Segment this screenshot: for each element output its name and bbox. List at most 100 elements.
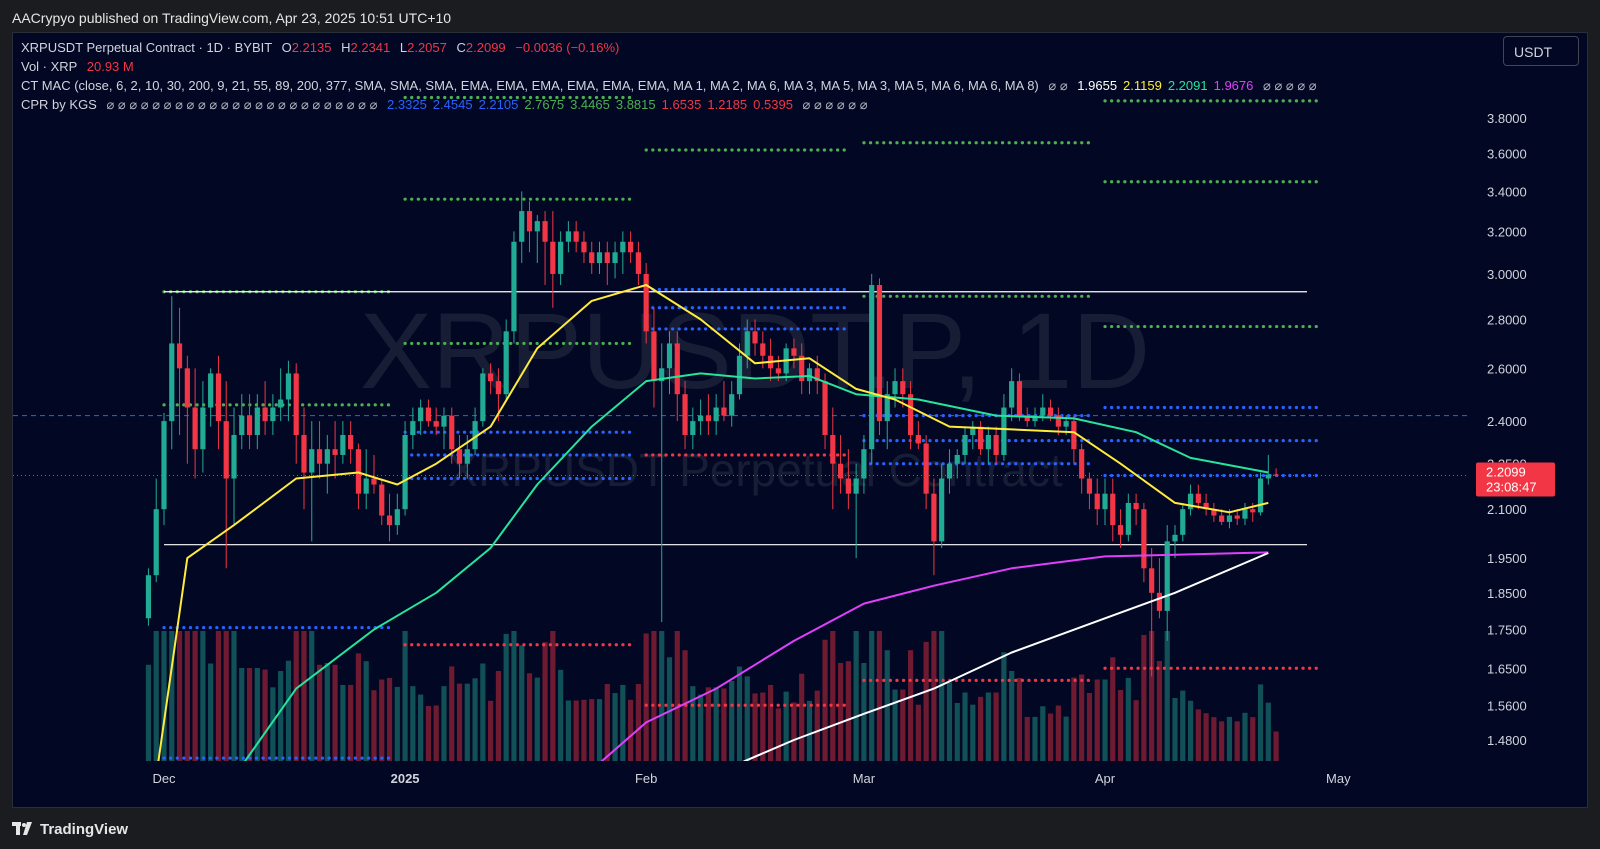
volume-bar xyxy=(837,663,844,761)
candle-body xyxy=(620,241,626,253)
candle-body xyxy=(200,407,206,450)
volume-bar xyxy=(651,631,657,761)
volume-bar xyxy=(1133,700,1139,761)
volume-bar xyxy=(200,631,206,761)
change-value: −0.0036 (−0.16%) xyxy=(515,40,620,55)
volume-bar xyxy=(1211,717,1217,761)
candle-body xyxy=(612,252,618,264)
candle-body xyxy=(1203,502,1209,510)
volume-bar xyxy=(324,663,330,761)
volume-bar xyxy=(604,683,610,761)
symbol-title[interactable]: XRPUSDT Perpetual Contract · 1D · BYBIT xyxy=(21,40,272,55)
mac-indicator-label[interactable]: CT MAC (close, 6, 2, 10, 30, 200, 9, 21,… xyxy=(21,78,1039,93)
candle-body xyxy=(760,343,766,356)
volume-bar xyxy=(1055,705,1061,761)
price-axis-label: 3.8000 xyxy=(1487,111,1527,126)
mac-value-2: 2.2091 xyxy=(1167,78,1208,93)
candle-body xyxy=(394,509,400,526)
candle-body xyxy=(1242,509,1248,519)
volume-label[interactable]: Vol · XRP xyxy=(21,59,78,74)
volume-bar xyxy=(1024,716,1030,761)
volume-bar xyxy=(542,642,548,761)
volume-bar xyxy=(410,686,416,761)
volume-bar xyxy=(402,631,408,761)
volume-bar xyxy=(1086,693,1093,761)
candle-body xyxy=(1257,478,1264,513)
volume-bar xyxy=(939,631,945,761)
candle-body xyxy=(713,407,719,422)
volume-bar xyxy=(464,683,470,761)
candle-body xyxy=(822,381,828,436)
volume-bar xyxy=(1110,657,1116,761)
volume-bar xyxy=(449,666,455,761)
volume-value: 20.93 M xyxy=(86,59,134,74)
cpr-value-8: 0.5395 xyxy=(753,97,793,112)
volume-bar xyxy=(161,631,167,761)
cpr-value-2: 2.2105 xyxy=(478,97,519,112)
candle-body xyxy=(589,252,595,264)
candle-body xyxy=(495,381,502,395)
volume-bar xyxy=(1180,690,1186,761)
candle-body xyxy=(262,407,268,422)
candle-body xyxy=(1141,509,1147,569)
candle-body xyxy=(1164,541,1170,611)
volume-bar xyxy=(698,694,704,761)
volume-bar xyxy=(386,677,393,761)
candle-body xyxy=(145,575,152,619)
candle-body xyxy=(433,421,439,427)
time-axis-label: Dec xyxy=(152,771,176,786)
candle-body xyxy=(301,435,307,473)
cpr-indicator-label[interactable]: CPR by KGS xyxy=(21,97,97,112)
volume-bar xyxy=(176,631,183,761)
candle-body xyxy=(1156,592,1163,611)
candle-body xyxy=(1094,493,1100,510)
price-axis-label: 3.0000 xyxy=(1487,267,1527,282)
candle-body xyxy=(573,231,579,242)
volume-bar xyxy=(1016,677,1023,761)
candle-body xyxy=(153,509,159,576)
ma-yellow-line xyxy=(157,284,1269,761)
currency-button[interactable]: USDT xyxy=(1503,36,1579,66)
candle-body xyxy=(869,285,875,450)
volume-bar xyxy=(1156,660,1163,761)
price-axis-label: 2.4000 xyxy=(1487,414,1527,429)
volume-bar xyxy=(760,692,766,761)
footer-brand[interactable]: TradingView xyxy=(12,816,128,842)
close-label: C xyxy=(456,40,466,55)
volume-bar xyxy=(962,692,968,761)
volume-bar xyxy=(767,684,774,761)
candle-body xyxy=(1133,502,1139,510)
candle-body xyxy=(1219,515,1225,522)
volume-bar xyxy=(892,689,898,761)
volume-bar xyxy=(1164,631,1170,761)
candle-body xyxy=(246,415,253,436)
candle-body xyxy=(985,435,991,450)
candle-body xyxy=(884,394,890,422)
volume-bar xyxy=(729,680,735,761)
cpr-suffix: ⌀ ⌀ ⌀ ⌀ ⌀ ⌀ xyxy=(802,97,868,112)
open-label: O xyxy=(281,40,292,55)
candle-body xyxy=(993,435,999,455)
volume-bar xyxy=(1063,716,1069,761)
volume-bar xyxy=(1001,652,1007,761)
volume-bar xyxy=(783,691,789,761)
price-axis-label: 1.7500 xyxy=(1487,622,1527,637)
mac-value-0: 1.9655 xyxy=(1077,78,1118,93)
mac-value-3: 1.9676 xyxy=(1213,78,1254,93)
last-price-tag xyxy=(1476,462,1555,497)
candle-body xyxy=(721,407,727,416)
volume-bar xyxy=(993,692,999,761)
countdown-label: 23:08:47 xyxy=(1486,480,1537,495)
candle-body xyxy=(876,285,883,422)
low-value: 2.2057 xyxy=(407,40,447,55)
candle-body xyxy=(355,449,362,494)
volume-bar xyxy=(985,692,991,761)
candle-body xyxy=(659,368,665,382)
volume-bar xyxy=(946,682,953,761)
cpr-value-4: 3.4465 xyxy=(570,97,610,112)
candle-body xyxy=(425,407,432,422)
volume-bar xyxy=(814,690,820,761)
candle-body xyxy=(892,381,898,395)
